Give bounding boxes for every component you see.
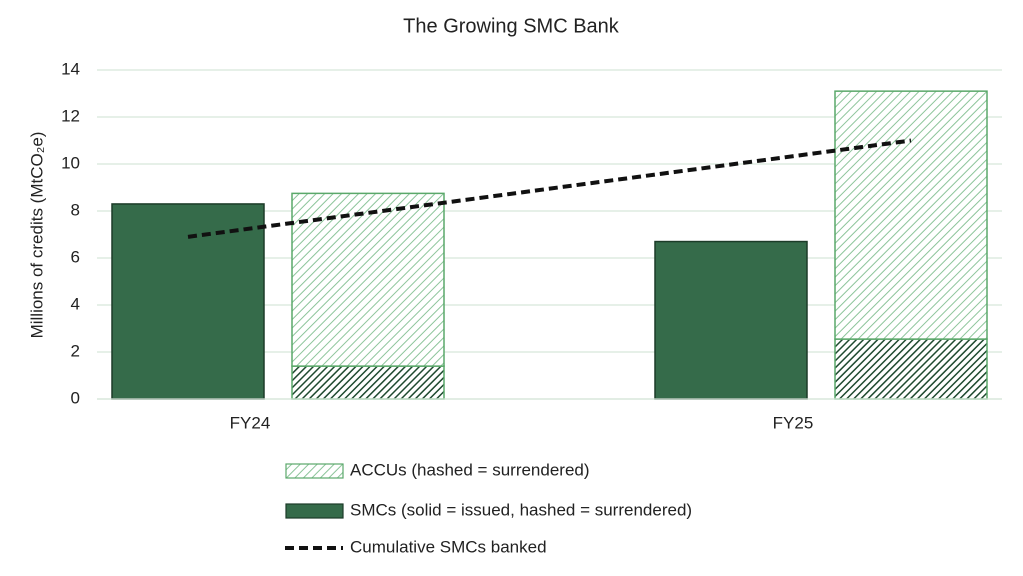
legend-swatch [285, 503, 344, 519]
y-tick-label: 12 [61, 106, 80, 125]
smc-issued-bar [111, 203, 265, 400]
y-axis-label: Millions of credits (MtCO₂e) [27, 132, 46, 339]
y-tick-label: 10 [61, 153, 80, 172]
y-tick-label: 0 [71, 388, 80, 407]
legend-label: SMCs (solid = issued, hashed = surrender… [350, 500, 692, 519]
accu-bar [291, 192, 445, 367]
y-tick-label: 2 [71, 341, 80, 360]
x-tick-label: FY24 [230, 413, 271, 432]
chart-title: The Growing SMC Bank [403, 15, 620, 37]
x-tick-label: FY25 [773, 413, 814, 432]
legend-label: Cumulative SMCs banked [350, 537, 547, 556]
y-tick-label: 4 [71, 294, 80, 313]
cumulative-line [187, 138, 912, 239]
legend-label: ACCUs (hashed = surrendered) [350, 460, 590, 479]
smc-surrendered-bar [291, 365, 445, 400]
y-tick-label: 8 [71, 200, 80, 219]
smc-issued-bar [654, 240, 808, 400]
accu-bar [834, 90, 988, 340]
legend-swatch [285, 463, 344, 479]
smc-surrendered-bar [834, 338, 988, 400]
y-tick-label: 14 [61, 59, 80, 78]
y-tick-label: 6 [71, 247, 80, 266]
